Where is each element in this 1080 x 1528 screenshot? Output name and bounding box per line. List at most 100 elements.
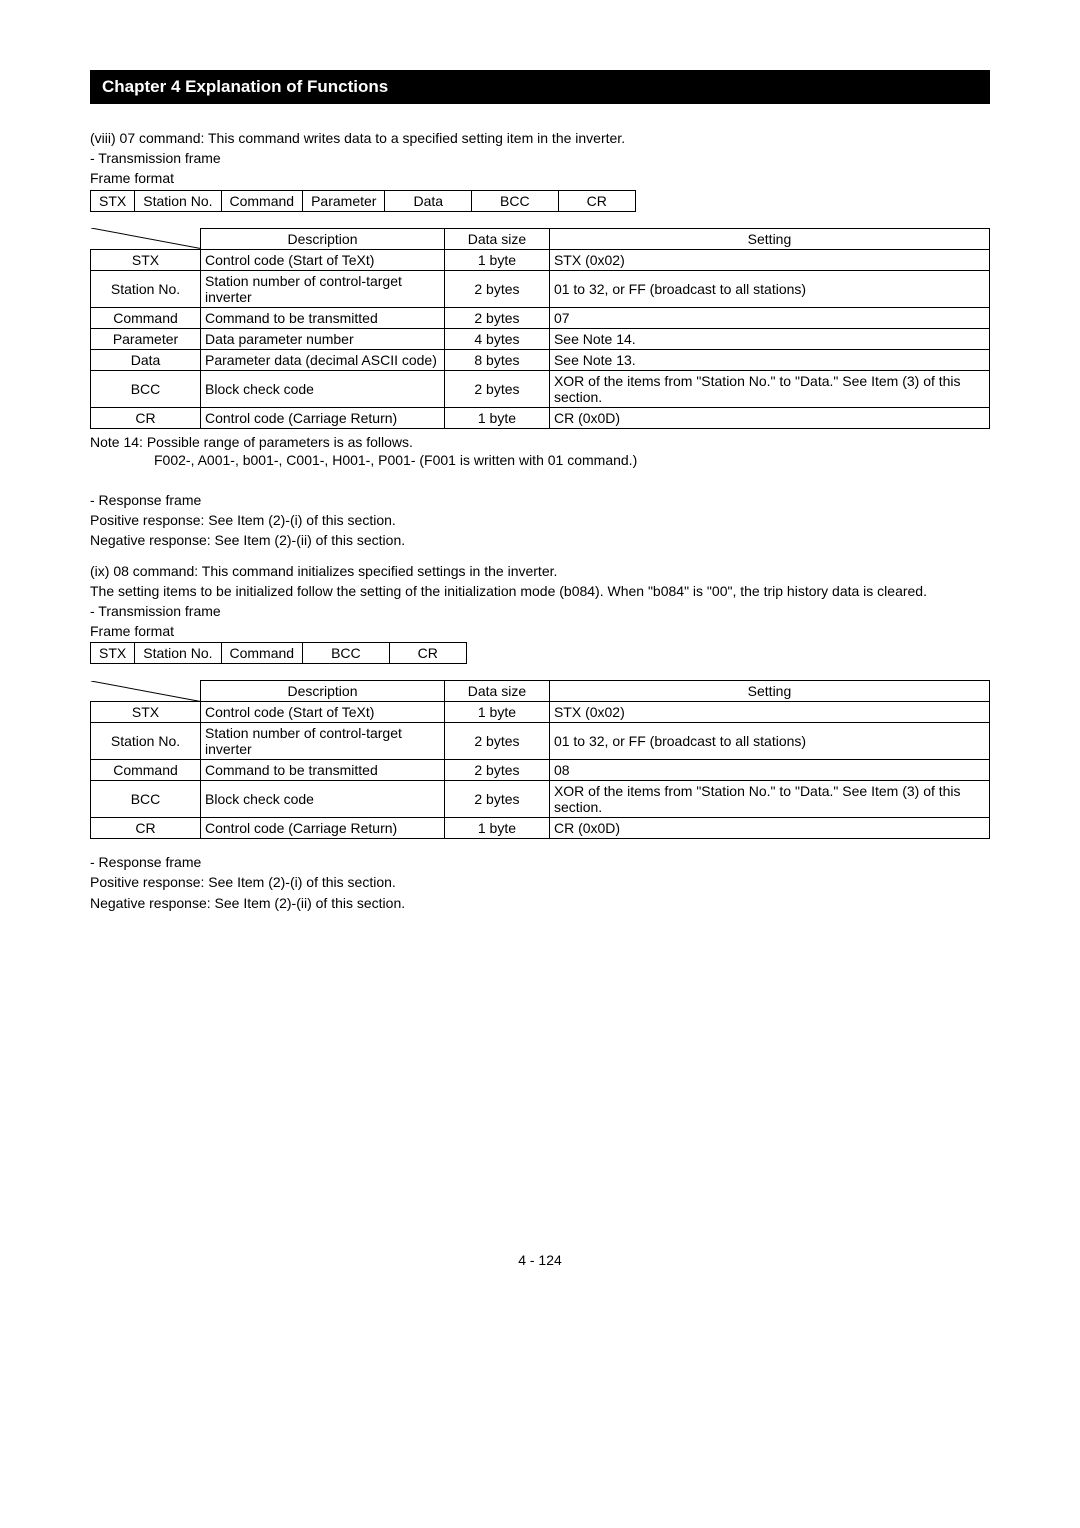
field-setting: 01 to 32, or FF (broadcast to all statio…	[549, 270, 989, 307]
field-size: 2 bytes	[444, 270, 549, 307]
field-name: BCC	[91, 370, 201, 407]
table-header-blank	[91, 228, 201, 249]
table-row: Station No. Station number of control-ta…	[91, 270, 990, 307]
field-desc: Control code (Start of TeXt)	[201, 702, 445, 723]
positive-response: Positive response: See Item (2)-(i) of t…	[90, 511, 990, 529]
cmd-07-intro: (viii) 07 command: This command writes d…	[90, 129, 990, 147]
field-name: Command	[91, 307, 201, 328]
field-desc: Block check code	[201, 781, 445, 818]
diagonal-line-icon	[91, 228, 201, 249]
note-14-line1: Note 14: Possible range of parameters is…	[90, 433, 990, 451]
frame-cell: Station No.	[135, 643, 221, 664]
field-desc: Block check code	[201, 370, 445, 407]
field-name: Data	[91, 349, 201, 370]
field-name: Station No.	[91, 723, 201, 760]
chapter-header: Chapter 4 Explanation of Functions	[90, 70, 990, 104]
field-setting: CR (0x0D)	[549, 407, 989, 428]
field-name: CR	[91, 818, 201, 839]
field-desc: Control code (Carriage Return)	[201, 407, 445, 428]
field-setting: See Note 13.	[549, 349, 989, 370]
field-name: Station No.	[91, 270, 201, 307]
response-frame-label-2: - Response frame	[90, 853, 990, 871]
field-setting: See Note 14.	[549, 328, 989, 349]
table-header-datasize: Data size	[444, 228, 549, 249]
cmd-08-intro1: (ix) 08 command: This command initialize…	[90, 562, 990, 580]
frame-format-label: Frame format	[90, 169, 990, 187]
table-row: STX Control code (Start of TeXt) 1 byte …	[91, 702, 990, 723]
field-name: STX	[91, 702, 201, 723]
field-name: BCC	[91, 781, 201, 818]
frame-format-table-08: STX Station No. Command BCC CR	[90, 642, 467, 664]
field-setting: 01 to 32, or FF (broadcast to all statio…	[549, 723, 989, 760]
frame-cell: STX	[91, 643, 135, 664]
field-size: 2 bytes	[444, 781, 549, 818]
field-desc: Data parameter number	[201, 328, 445, 349]
cmd-08-intro2: The setting items to be initialized foll…	[90, 582, 990, 600]
table-row: CR Control code (Carriage Return) 1 byte…	[91, 818, 990, 839]
field-desc: Command to be transmitted	[201, 307, 445, 328]
field-size: 1 byte	[444, 407, 549, 428]
frame-cell: Parameter	[303, 190, 385, 211]
field-setting: 07	[549, 307, 989, 328]
field-size: 2 bytes	[444, 307, 549, 328]
table-header-blank	[91, 681, 201, 702]
field-table-07: Description Data size Setting STX Contro…	[90, 228, 990, 429]
table-row: BCC Block check code 2 bytes XOR of the …	[91, 370, 990, 407]
response-frame-label: - Response frame	[90, 491, 990, 509]
field-desc: Station number of control-target inverte…	[201, 270, 445, 307]
table-header-description: Description	[201, 228, 445, 249]
field-size: 1 byte	[444, 818, 549, 839]
frame-format-table-07: STX Station No. Command Parameter Data B…	[90, 190, 636, 212]
field-setting: XOR of the items from "Station No." to "…	[549, 370, 989, 407]
field-size: 2 bytes	[444, 760, 549, 781]
field-desc: Station number of control-target inverte…	[201, 723, 445, 760]
positive-response-2: Positive response: See Item (2)-(i) of t…	[90, 873, 990, 891]
field-size: 1 byte	[444, 702, 549, 723]
field-name: CR	[91, 407, 201, 428]
field-setting: STX (0x02)	[549, 249, 989, 270]
table-header-datasize: Data size	[444, 681, 549, 702]
field-name: STX	[91, 249, 201, 270]
frame-cell: CR	[558, 190, 635, 211]
note-14-line2: F002-, A001-, b001-, C001-, H001-, P001-…	[90, 451, 990, 469]
frame-cell: Station No.	[135, 190, 221, 211]
field-size: 1 byte	[444, 249, 549, 270]
table-header-description: Description	[201, 681, 445, 702]
diagonal-line-icon	[91, 681, 201, 702]
transmission-frame-label: - Transmission frame	[90, 149, 990, 167]
field-setting: STX (0x02)	[549, 702, 989, 723]
frame-cell: Command	[221, 190, 303, 211]
table-row: Command Command to be transmitted 2 byte…	[91, 760, 990, 781]
table-row: Data Parameter data (decimal ASCII code)…	[91, 349, 990, 370]
frame-cell: CR	[389, 643, 466, 664]
table-row: Station No. Station number of control-ta…	[91, 723, 990, 760]
field-table-08: Description Data size Setting STX Contro…	[90, 680, 990, 839]
field-desc: Control code (Start of TeXt)	[201, 249, 445, 270]
frame-cell: STX	[91, 190, 135, 211]
field-size: 2 bytes	[444, 370, 549, 407]
field-desc: Command to be transmitted	[201, 760, 445, 781]
field-name: Parameter	[91, 328, 201, 349]
field-desc: Control code (Carriage Return)	[201, 818, 445, 839]
table-header-setting: Setting	[549, 681, 989, 702]
field-name: Command	[91, 760, 201, 781]
frame-cell: Data	[385, 190, 472, 211]
table-row: BCC Block check code 2 bytes XOR of the …	[91, 781, 990, 818]
frame-cell: BCC	[303, 643, 390, 664]
table-row: Parameter Data parameter number 4 bytes …	[91, 328, 990, 349]
table-row: STX Control code (Start of TeXt) 1 byte …	[91, 249, 990, 270]
field-setting: 08	[549, 760, 989, 781]
table-row: CR Control code (Carriage Return) 1 byte…	[91, 407, 990, 428]
field-size: 2 bytes	[444, 723, 549, 760]
frame-format-label-2: Frame format	[90, 622, 990, 640]
table-row: Command Command to be transmitted 2 byte…	[91, 307, 990, 328]
field-setting: XOR of the items from "Station No." to "…	[549, 781, 989, 818]
field-size: 8 bytes	[444, 349, 549, 370]
frame-cell: BCC	[472, 190, 559, 211]
field-desc: Parameter data (decimal ASCII code)	[201, 349, 445, 370]
table-header-setting: Setting	[549, 228, 989, 249]
frame-cell: Command	[221, 643, 303, 664]
field-size: 4 bytes	[444, 328, 549, 349]
transmission-frame-label-2: - Transmission frame	[90, 602, 990, 620]
negative-response: Negative response: See Item (2)-(ii) of …	[90, 531, 990, 549]
